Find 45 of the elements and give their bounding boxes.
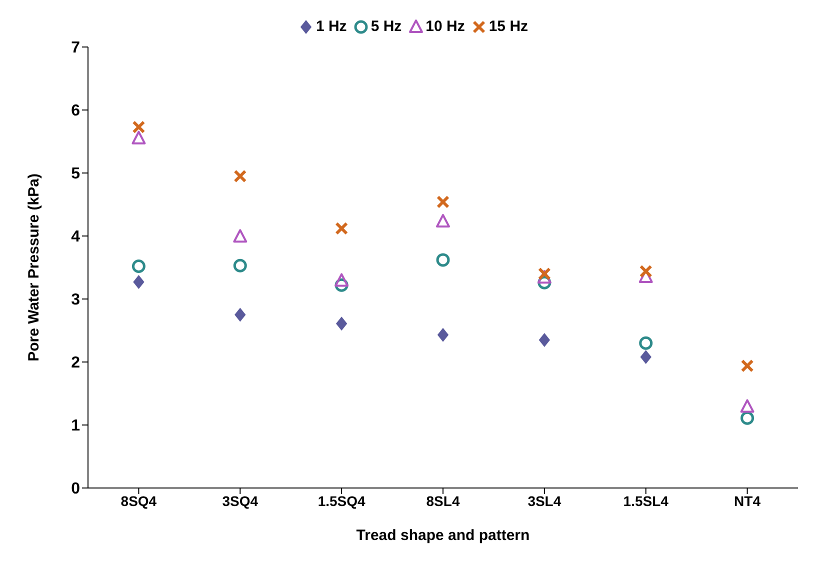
legend-label: 15 Hz bbox=[488, 18, 528, 35]
y-tick-label: 1 bbox=[71, 418, 80, 435]
y-tick-label: 6 bbox=[71, 102, 80, 120]
point bbox=[740, 399, 754, 413]
point bbox=[132, 259, 146, 273]
point bbox=[234, 170, 247, 183]
point bbox=[639, 336, 653, 350]
point bbox=[233, 258, 247, 272]
point bbox=[437, 328, 449, 342]
point bbox=[538, 267, 551, 280]
x-tick-label: 1.5SL4 bbox=[623, 492, 669, 509]
point bbox=[132, 130, 146, 144]
y-tick-label: 0 bbox=[71, 480, 80, 498]
legend-label: 5 Hz bbox=[370, 18, 402, 35]
x-tick-label: 3SQ4 bbox=[222, 492, 258, 509]
point bbox=[233, 229, 248, 243]
x-tick-label: 8SL4 bbox=[426, 492, 460, 509]
point bbox=[640, 350, 652, 364]
y-tick-label: 2 bbox=[71, 354, 80, 372]
x-tick-label: 8SQ4 bbox=[120, 492, 157, 509]
point bbox=[132, 120, 146, 134]
y-tick-label: 3 bbox=[71, 292, 80, 309]
point bbox=[334, 273, 349, 287]
x-axis-title: Tread shape and pattern bbox=[356, 527, 530, 544]
legend-label: 1 Hz bbox=[316, 18, 347, 35]
point bbox=[639, 264, 652, 278]
point bbox=[740, 411, 754, 425]
y-tick-label: 4 bbox=[71, 228, 80, 246]
point bbox=[336, 316, 348, 331]
x-tick-label: 1.5SQ4 bbox=[318, 492, 366, 509]
point bbox=[538, 332, 550, 347]
point bbox=[133, 274, 144, 289]
legend-label: 10 Hz bbox=[426, 18, 465, 35]
y-tick-label: 7 bbox=[71, 40, 80, 57]
y-axis-title: Pore Water Pressure (kPa) bbox=[25, 174, 42, 362]
y-tick-label: 5 bbox=[71, 166, 80, 183]
point bbox=[436, 214, 450, 228]
point bbox=[740, 359, 754, 372]
point bbox=[436, 195, 450, 208]
point bbox=[335, 222, 348, 235]
x-tick-label: NT4 bbox=[734, 492, 761, 509]
point bbox=[537, 270, 552, 284]
x-tick-label: 3SL4 bbox=[528, 492, 562, 509]
point bbox=[234, 308, 246, 322]
point bbox=[436, 253, 450, 267]
